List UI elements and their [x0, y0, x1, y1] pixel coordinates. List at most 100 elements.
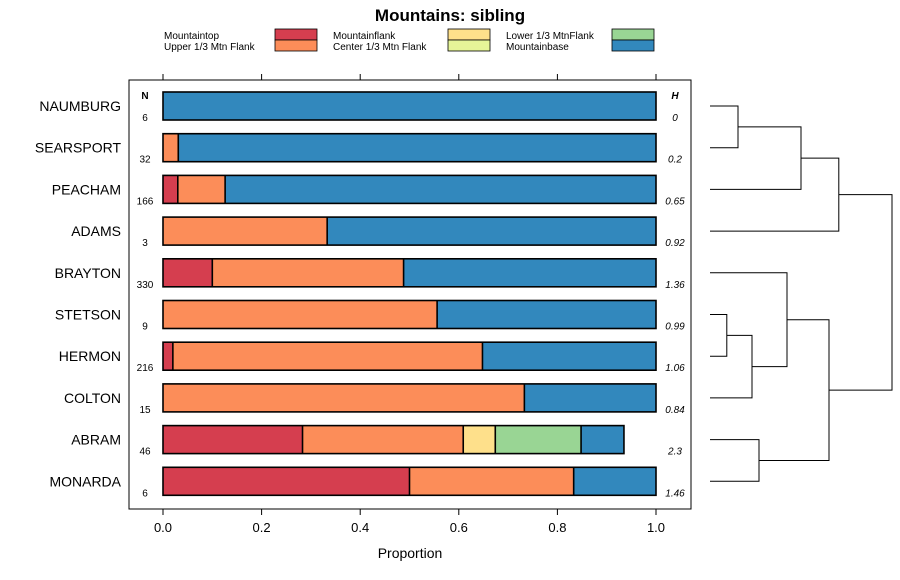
bar-segment	[225, 175, 657, 204]
h-value: 2.3	[667, 447, 682, 458]
bar-segment	[573, 467, 656, 496]
bar-segment	[163, 92, 656, 120]
x-tick-label: 0.6	[450, 520, 468, 535]
h-value: 0	[672, 113, 678, 124]
bar-segment	[482, 342, 656, 371]
bar-segment	[409, 467, 574, 496]
category-label: MONARDA	[49, 473, 121, 489]
dendrogram-link	[710, 105, 739, 149]
bar-outline	[162, 466, 657, 497]
dendrogram-link	[710, 272, 788, 368]
bar-outline	[162, 174, 657, 205]
h-value: 0.92	[665, 238, 685, 249]
n-value: 3	[142, 238, 148, 249]
bar-segment	[163, 258, 213, 287]
dendrogram-link	[710, 157, 840, 232]
bar-segment	[172, 342, 483, 371]
category-label: ADAMS	[71, 223, 121, 239]
category-label: PEACHAM	[52, 181, 121, 197]
category-label: STETSON	[55, 307, 121, 323]
bar-segment	[163, 467, 410, 496]
bar-segment	[212, 258, 404, 287]
category-label: NAUMBURG	[39, 98, 121, 114]
legend-swatch	[611, 39, 655, 52]
bar-segment	[177, 175, 226, 204]
n-value: 9	[142, 322, 148, 333]
h-value: 0.65	[665, 196, 685, 207]
category-label: SEARSPORT	[35, 140, 122, 156]
category-label: BRAYTON	[55, 265, 121, 281]
x-axis-label: Proportion	[378, 545, 443, 561]
n-column-header: N	[141, 91, 148, 102]
dendrogram	[710, 105, 893, 482]
h-value: 0.99	[665, 322, 685, 333]
n-value: 216	[137, 363, 154, 374]
bar-segment	[163, 425, 303, 454]
legend-swatch	[274, 28, 318, 41]
n-value: 15	[139, 405, 151, 416]
dendrogram-link	[710, 126, 802, 190]
bar-segment	[163, 383, 525, 412]
bar-segment	[163, 300, 438, 329]
legend-label: Lower 1/3 MtnFlank	[506, 31, 595, 42]
n-value: 330	[137, 280, 154, 291]
n-value: 6	[142, 113, 148, 124]
legend-swatch	[274, 39, 318, 52]
chart-title: Mountains: sibling	[375, 6, 525, 25]
x-tick-label: 1.0	[647, 520, 665, 535]
legend-label: Mountainflank	[333, 31, 396, 42]
x-tick-label: 0.0	[154, 520, 172, 535]
category-label: ABRAM	[71, 432, 121, 448]
legend-swatch	[611, 28, 655, 41]
h-value: 0.84	[665, 405, 685, 416]
bar-outline	[162, 424, 625, 455]
bar-segment	[437, 300, 656, 329]
plot-frame	[128, 79, 692, 510]
n-value: 46	[139, 447, 151, 458]
bar-outline	[162, 91, 657, 121]
bar-segment	[163, 175, 178, 204]
n-value: 32	[139, 155, 151, 166]
bar-segment	[403, 258, 656, 287]
bar-segment	[163, 342, 173, 371]
legend-swatch	[447, 28, 491, 41]
h-value: 0.2	[668, 155, 682, 166]
bar-outline	[162, 341, 657, 372]
bar-outline	[162, 383, 657, 413]
x-axis: 0.0 0.2 0.4 0.6 0.8 1.0	[154, 74, 665, 535]
dendrogram-link	[759, 319, 830, 461]
dendrogram-link	[710, 439, 760, 482]
bar-segment	[524, 383, 656, 412]
bar-outline	[162, 132, 657, 163]
x-tick-label: 0.2	[253, 520, 271, 535]
dendrogram-link	[829, 194, 893, 391]
bar-segment	[163, 133, 179, 162]
legend-swatch	[447, 39, 491, 52]
legend-label: Upper 1/3 Mtn Flank	[164, 42, 256, 53]
h-value: 1.46	[665, 488, 685, 499]
h-column-header: H	[671, 91, 679, 102]
n-value: 6	[142, 488, 148, 499]
h-value: 1.36	[665, 280, 685, 291]
bar-rows: NAUMBURG 6 0 SEARSPORT 32 0.2 PEACHAM 166 0.65 AD…	[35, 91, 685, 499]
dendrogram-link	[710, 314, 728, 357]
bar-segment	[581, 425, 624, 454]
bar-segment	[163, 217, 328, 246]
h-value: 1.06	[665, 363, 685, 374]
bar-segment	[302, 425, 464, 454]
legend-label: Mountainbase	[506, 42, 569, 53]
legend-label: Mountaintop	[164, 31, 219, 42]
dendrogram-link	[710, 334, 753, 399]
category-label: HERMON	[59, 348, 121, 364]
bar-segment	[495, 425, 582, 454]
bar-segment	[463, 425, 496, 454]
x-tick-label: 0.4	[351, 520, 369, 535]
bar-outline	[162, 257, 657, 288]
legend-label: Center 1/3 Mtn Flank	[333, 42, 427, 53]
n-value: 166	[137, 196, 154, 207]
x-tick-label: 0.8	[548, 520, 566, 535]
bar-segment	[178, 133, 656, 162]
bar-outline	[162, 216, 657, 246]
